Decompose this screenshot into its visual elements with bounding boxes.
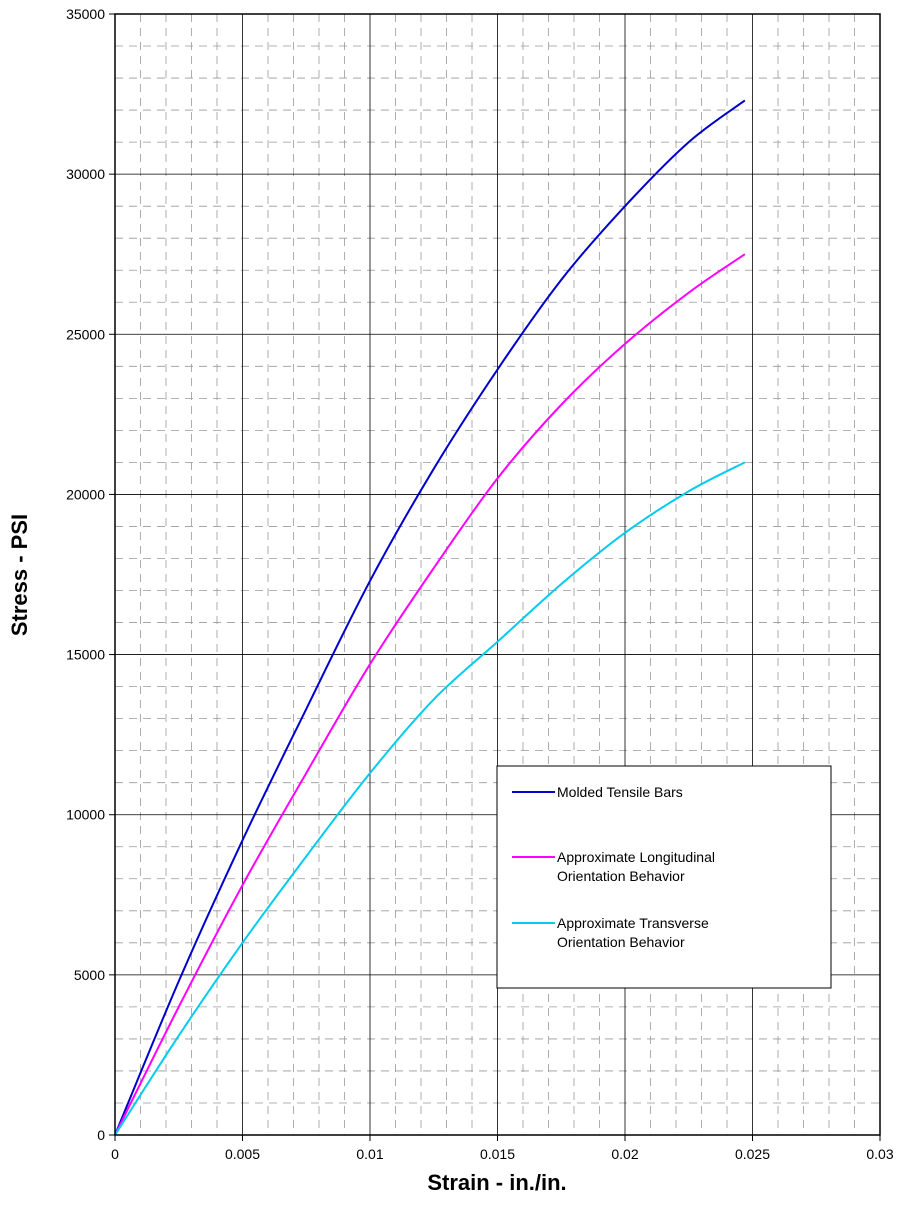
series-line-molded-tensile-bars [114,99,746,1136]
legend-label: Orientation Behavior [557,934,685,950]
legend: Molded Tensile Bars Approximate Longitudi… [496,765,832,989]
x-tick-label: 0 [111,1146,119,1162]
legend-label: Approximate Transverse [557,915,709,931]
y-tick-label: 0 [97,1127,105,1143]
y-axis-title: Stress - PSI [7,514,32,636]
x-tick-label: 0.015 [480,1146,515,1162]
y-tick-label: 5000 [74,967,105,983]
legend-label: Approximate Longitudinal [557,849,715,865]
series-line-longitudinal-orientation [114,253,746,1136]
y-tick-label: 20000 [66,486,105,502]
x-tick-label: 0.01 [356,1146,383,1162]
x-axis-title: Strain - in./in. [427,1170,566,1195]
x-tick-label: 0.03 [866,1146,893,1162]
legend-box [496,765,832,989]
x-tick-label: 0.025 [735,1146,770,1162]
x-axis: 0 0.005 0.01 0.015 0.02 0.025 0.03 [111,1135,894,1162]
x-tick-label: 0.005 [225,1146,260,1162]
y-tick-label: 10000 [66,807,105,823]
y-tick-label: 25000 [66,326,105,342]
series-line-transverse-orientation [114,461,746,1136]
y-tick-label: 35000 [66,6,105,22]
x-tick-label: 0.02 [611,1146,638,1162]
legend-label: Orientation Behavior [557,868,685,884]
series-layer [114,99,746,1136]
y-tick-label: 15000 [66,647,105,663]
y-tick-label: 30000 [66,166,105,182]
legend-label: Molded Tensile Bars [557,784,683,800]
y-axis: 0 5000 10000 15000 20000 25000 30000 35000 [66,6,115,1143]
